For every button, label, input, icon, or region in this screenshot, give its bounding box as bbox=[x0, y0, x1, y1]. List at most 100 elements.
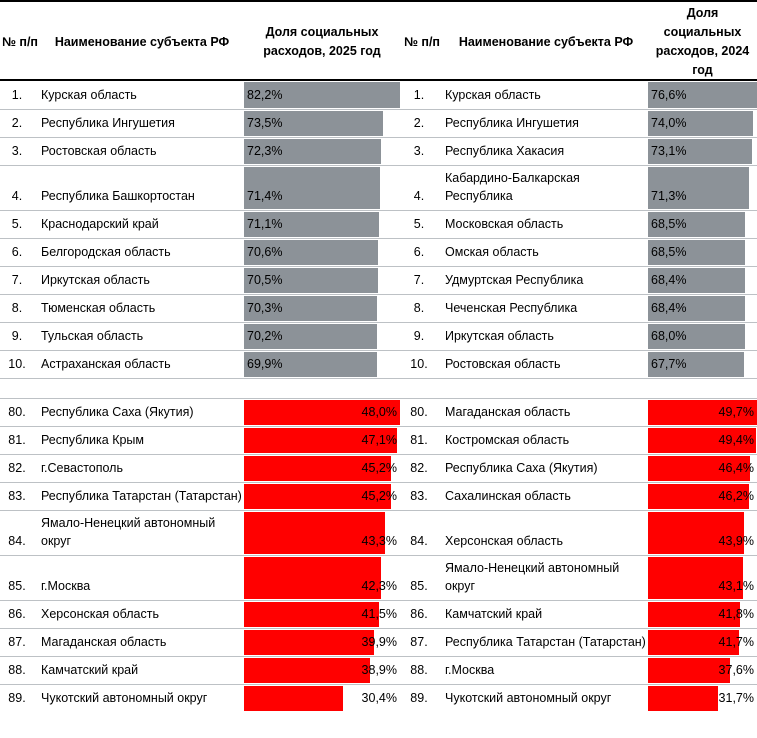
share-value-cell: 76,6% bbox=[648, 81, 757, 109]
data-bar bbox=[648, 602, 740, 627]
region-name-cell: Чукотский автономный округ bbox=[445, 691, 612, 705]
table-row: 2. Республика Ингушетия 73,5% 2. Республика … bbox=[0, 109, 757, 137]
value-label: 49,4% bbox=[718, 433, 754, 447]
share-value-cell: 74,0% bbox=[648, 110, 757, 137]
rank-cell: 87. bbox=[410, 635, 428, 649]
table-row: 10. Астраханская область 69,9% 10. Ростовска… bbox=[0, 350, 757, 378]
table-row: 80. Республика Саха (Якутия) 48,0% 80. Магад… bbox=[0, 398, 757, 426]
region-name-cell: Ямало-Ненецкий автономный округ bbox=[41, 516, 216, 548]
region-name-cell: Республика Хакасия bbox=[445, 144, 565, 158]
share-value-cell: 70,5% bbox=[244, 267, 400, 294]
rank-cell: 7. bbox=[11, 273, 23, 287]
share-value-cell: 68,5% bbox=[648, 211, 757, 238]
share-value-cell: 72,3% bbox=[244, 138, 400, 165]
share-value-cell: 47,1% bbox=[244, 427, 400, 454]
region-name-cell: Магаданская область bbox=[445, 405, 571, 419]
region-name-cell: Костромская область bbox=[445, 433, 570, 447]
share-value-cell: 48,0% bbox=[244, 399, 400, 426]
rank-cell: 4. bbox=[413, 189, 425, 203]
header-share-2024: Доля социальных расходов, 2024 год bbox=[655, 6, 750, 77]
rank-cell: 83. bbox=[8, 489, 26, 503]
value-label: 70,2% bbox=[247, 329, 283, 343]
value-label: 39,9% bbox=[361, 635, 397, 649]
region-name-cell: Ямало-Ненецкий автономный округ bbox=[445, 561, 620, 593]
value-label: 71,1% bbox=[247, 217, 283, 231]
data-bar bbox=[244, 296, 378, 321]
social-spending-ranking-table: № п/п Наименование субъекта РФ Доля соци… bbox=[0, 0, 757, 712]
data-bar bbox=[244, 82, 400, 108]
share-value-cell: 69,9% bbox=[244, 351, 400, 378]
data-bar bbox=[648, 686, 718, 711]
data-bar bbox=[648, 630, 740, 655]
rank-cell: 86. bbox=[8, 607, 26, 621]
rank-cell: 81. bbox=[8, 433, 26, 447]
value-label: 76,6% bbox=[651, 88, 687, 102]
share-value-cell: 68,0% bbox=[648, 323, 757, 350]
region-name-cell: Омская область bbox=[445, 245, 539, 259]
value-label: 42,3% bbox=[361, 579, 397, 593]
share-value-cell: 73,5% bbox=[244, 110, 400, 137]
rank-cell: 8. bbox=[413, 301, 425, 315]
share-value-cell: 39,9% bbox=[244, 629, 400, 656]
share-value-cell: 49,7% bbox=[648, 399, 757, 426]
region-name-cell: Республика Ингушетия bbox=[41, 116, 175, 130]
rank-cell: 1. bbox=[11, 88, 23, 102]
data-bar bbox=[648, 139, 753, 164]
value-label: 68,5% bbox=[651, 245, 687, 259]
share-value-cell: 71,1% bbox=[244, 211, 400, 238]
rank-cell: 3. bbox=[413, 144, 425, 158]
data-bar bbox=[648, 557, 743, 599]
region-name-cell: Республика Крым bbox=[41, 433, 145, 447]
rank-cell: 82. bbox=[8, 461, 26, 475]
value-label: 45,2% bbox=[361, 489, 397, 503]
value-label: 45,2% bbox=[361, 461, 397, 475]
data-bar bbox=[648, 296, 746, 321]
value-label: 48,0% bbox=[361, 405, 397, 419]
share-value-cell: 68,4% bbox=[648, 295, 757, 322]
region-name-cell: г.Москва bbox=[445, 663, 495, 677]
value-label: 43,3% bbox=[361, 534, 397, 548]
rank-cell: 6. bbox=[413, 245, 425, 259]
bottom10-section: 80. Республика Саха (Якутия) 48,0% 80. Магад… bbox=[0, 398, 757, 712]
table-row: 5. Краснодарский край 71,1% 5. Московская об… bbox=[0, 210, 757, 238]
share-value-cell: 68,5% bbox=[648, 239, 757, 266]
data-bar bbox=[244, 557, 382, 599]
data-bar bbox=[648, 268, 746, 293]
share-value-cell: 70,6% bbox=[244, 239, 400, 266]
rank-cell: 83. bbox=[410, 489, 428, 503]
region-name-cell: Тюменская область bbox=[41, 301, 156, 315]
rank-cell: 84. bbox=[8, 534, 26, 548]
data-bar bbox=[244, 268, 378, 293]
region-name-cell: Астраханская область bbox=[41, 357, 171, 371]
header-region-left: Наименование субъекта РФ bbox=[54, 34, 230, 49]
data-bar bbox=[244, 484, 391, 509]
value-label: 73,1% bbox=[651, 144, 687, 158]
table-row: 87. Магаданская область 39,9% 87. Республика… bbox=[0, 628, 757, 656]
rank-cell: 6. bbox=[11, 245, 23, 259]
share-value-cell: 71,4% bbox=[244, 166, 400, 210]
table-row: 9. Тульская область 70,2% 9. Иркутская облас… bbox=[0, 322, 757, 350]
data-bar bbox=[244, 352, 377, 377]
table-row: 82. г.Севастополь 45,2% 82. Республика Саха … bbox=[0, 454, 757, 482]
value-label: 43,9% bbox=[718, 534, 754, 548]
data-bar bbox=[244, 686, 343, 711]
rank-cell: 87. bbox=[8, 635, 26, 649]
data-bar bbox=[244, 139, 382, 164]
rank-cell: 89. bbox=[410, 691, 428, 705]
data-bar bbox=[648, 240, 746, 265]
share-value-cell: 41,7% bbox=[648, 629, 757, 656]
share-value-cell: 82,2% bbox=[244, 81, 400, 109]
region-name-cell: Московская область bbox=[445, 217, 564, 231]
rank-cell: 89. bbox=[8, 691, 26, 705]
share-value-cell: 70,3% bbox=[244, 295, 400, 322]
rank-cell: 88. bbox=[410, 663, 428, 677]
table-row: 1. Курская область 82,2% 1. Курская область 7… bbox=[0, 81, 757, 109]
data-bar bbox=[244, 212, 379, 237]
region-name-cell: Иркутская область bbox=[445, 329, 554, 343]
rank-cell: 8. bbox=[11, 301, 23, 315]
rank-cell: 9. bbox=[413, 329, 425, 343]
data-bar bbox=[648, 212, 746, 237]
share-value-cell: 70,2% bbox=[244, 323, 400, 350]
data-bar bbox=[648, 400, 757, 425]
rank-cell: 1. bbox=[413, 88, 425, 102]
